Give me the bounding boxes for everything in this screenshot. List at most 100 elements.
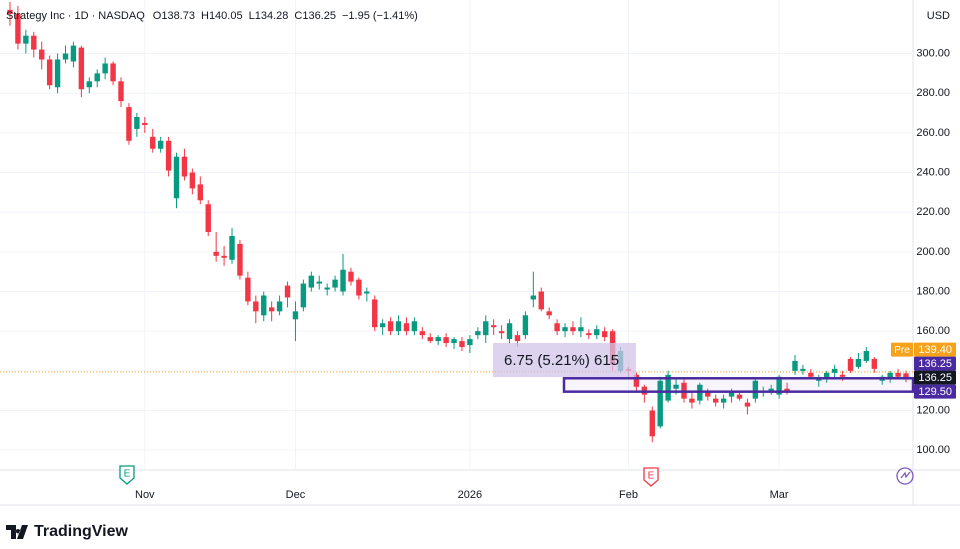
candle-body	[142, 122, 148, 125]
candle-body	[284, 285, 291, 298]
currency: USD	[927, 10, 950, 22]
candle-body	[356, 279, 362, 296]
candle-body	[86, 81, 92, 88]
candle-body	[268, 307, 275, 312]
candle-body	[62, 53, 69, 60]
candle-body	[261, 295, 267, 316]
candle-body	[728, 390, 735, 397]
candle-body	[903, 373, 909, 379]
event-label: E	[124, 469, 131, 480]
legend-key: H	[201, 10, 209, 22]
candle-body	[467, 339, 473, 346]
candle-body	[744, 402, 751, 407]
candle-body	[7, 9, 13, 14]
candle-body	[197, 184, 204, 201]
candle-body	[506, 323, 513, 340]
grid	[0, 0, 913, 470]
candle-body	[847, 358, 854, 371]
candle-body	[165, 140, 172, 171]
candle-body	[712, 398, 719, 403]
candle-body	[181, 156, 188, 177]
y-tick-label: 100.00	[916, 444, 950, 456]
price-label-box	[914, 356, 956, 371]
y-tick-label: 120.00	[916, 404, 950, 416]
x-tick-label: Mar	[770, 489, 789, 501]
x-tick-label: Feb	[619, 489, 638, 501]
candle-body	[221, 255, 227, 258]
legend-value: 138.73	[161, 10, 195, 22]
split-marker[interactable]	[896, 467, 914, 485]
candle-body	[601, 331, 608, 338]
price-label: 136.25	[918, 372, 952, 384]
candle-body	[46, 59, 53, 86]
price-label: 139.40	[918, 344, 952, 356]
legend-value: 134.28	[255, 10, 289, 22]
overlay: 6.75 (5.21%) 615	[493, 343, 915, 393]
candle-body	[720, 398, 727, 403]
candle-body	[498, 331, 505, 334]
y-tick-label: 220.00	[916, 206, 950, 218]
candle-body	[118, 81, 124, 102]
candle-body	[451, 339, 457, 344]
candle-body	[245, 277, 251, 302]
candle-body	[134, 117, 140, 129]
candle-body	[665, 374, 671, 401]
measure-label: 6.75 (5.21%) 615	[504, 352, 619, 369]
candle-body	[475, 331, 481, 336]
candle-body	[324, 287, 330, 290]
candle-body	[871, 358, 877, 369]
earnings-marker: E	[119, 465, 135, 485]
y-tick-label: 160.00	[916, 325, 950, 337]
candle-body	[546, 311, 552, 316]
candle-body	[419, 331, 426, 336]
candle-body	[379, 323, 386, 328]
candle-body	[340, 269, 346, 292]
candle-body	[411, 321, 418, 332]
candle-body	[364, 291, 370, 294]
candle-body	[387, 321, 394, 332]
y-tick-label: 240.00	[916, 166, 950, 178]
candle-body	[23, 35, 29, 44]
price-label: 129.50	[918, 386, 952, 398]
candle-body	[395, 321, 402, 332]
candle-body	[102, 63, 108, 74]
candle-body	[736, 394, 743, 399]
candle-body	[443, 337, 449, 344]
candle-body	[839, 374, 846, 377]
candle-body	[292, 311, 299, 320]
candle-body	[332, 279, 338, 288]
candle-body	[816, 378, 822, 381]
brand-logo[interactable]: TradingView	[6, 523, 129, 540]
earnings-marker: E	[643, 467, 659, 487]
candle-body	[78, 47, 85, 90]
candle-body	[189, 172, 196, 189]
candle-body	[776, 376, 782, 395]
y-tick-label: 280.00	[916, 87, 950, 99]
candle-body	[31, 35, 37, 50]
legend-key: C	[294, 10, 302, 22]
candle-body	[831, 368, 838, 373]
candle-body	[808, 372, 814, 377]
candle-body	[784, 388, 790, 391]
price-label-box	[914, 384, 956, 399]
candle-body	[39, 49, 45, 60]
candle-body	[490, 325, 497, 328]
candle-body	[54, 59, 61, 88]
candle-body	[530, 295, 537, 300]
legend: Strategy Inc · 1D · NASDAQ O138.73 H140.05…	[6, 10, 418, 22]
price-tag-box	[891, 342, 913, 357]
candle-body	[863, 351, 870, 361]
candle-body	[792, 360, 798, 371]
candle-body	[522, 315, 529, 336]
legend-title: Strategy Inc · 1D · NASDAQ	[6, 10, 145, 22]
range-box	[562, 377, 915, 393]
y-tick-label: 180.00	[916, 285, 950, 297]
price-label: 136.25	[918, 358, 952, 370]
y-tick-label: 200.00	[916, 246, 950, 258]
candle-body	[316, 281, 322, 284]
price-label-box	[914, 370, 956, 385]
candle-body	[94, 73, 100, 82]
candle-body	[855, 358, 862, 367]
